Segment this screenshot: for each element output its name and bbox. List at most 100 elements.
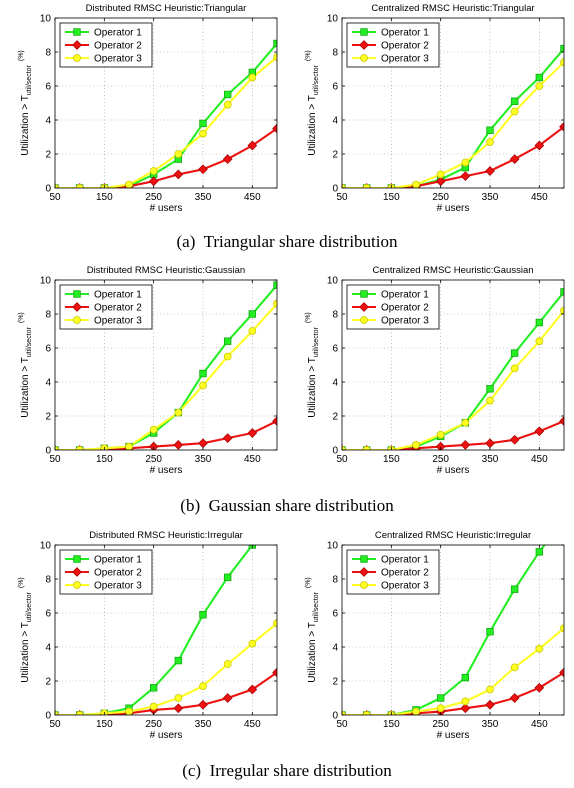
x-tick-label: 450 [531, 454, 548, 465]
y-tick-label: 10 [40, 276, 52, 287]
y-tick-label: 4 [332, 378, 338, 389]
y-axis-label: Utilization > Tutil/sector(%) [305, 577, 320, 683]
x-tick-label: 350 [482, 719, 499, 730]
y-axis-label-main: Utilization > T [20, 95, 31, 156]
y-tick-label: 0 [332, 184, 338, 195]
data-point-operator-1 [487, 628, 494, 635]
legend-label-operator-1: Operator 1 [381, 555, 429, 566]
y-tick-label: 10 [40, 541, 52, 552]
data-point-operator-3 [249, 74, 256, 81]
y-tick-label: 8 [332, 310, 338, 321]
x-tick-label: 150 [383, 719, 400, 730]
x-axis-label: # users [150, 465, 183, 476]
y-tick-label: 6 [45, 344, 51, 355]
data-point-operator-3 [150, 168, 157, 175]
legend-marker-operator-3 [74, 582, 81, 589]
legend: Operator 1 Operator 2 Operator 3 [347, 550, 439, 594]
y-axis-label-unit: (%) [18, 312, 25, 323]
y-tick-label: 0 [332, 711, 338, 722]
legend-label-operator-1: Operator 1 [94, 555, 142, 566]
legend-marker-operator-3 [361, 582, 368, 589]
y-axis-label-subscript: util/sector [26, 64, 33, 95]
data-point-operator-3 [224, 661, 231, 668]
y-axis-label: Utilization > Tutil/sector(%) [305, 312, 320, 418]
data-point-operator-1 [200, 370, 207, 377]
data-point-operator-1 [224, 574, 231, 581]
x-tick-label: 450 [531, 192, 548, 203]
chart-title: Distributed RMSC Heuristic:Irregular [89, 530, 243, 541]
data-point-operator-1 [224, 338, 231, 345]
data-point-operator-3 [150, 426, 157, 433]
data-point-operator-3 [511, 108, 518, 115]
data-point-operator-3 [224, 101, 231, 108]
data-point-operator-3 [150, 703, 157, 710]
y-tick-label: 0 [45, 711, 51, 722]
x-tick-label: 250 [145, 192, 162, 203]
y-tick-label: 4 [45, 643, 51, 654]
y-tick-label: 4 [332, 643, 338, 654]
chart-centralized-irregular: Centralized RMSC Heuristic:Irregular50 15… [287, 527, 574, 745]
y-axis-label-main: Utilization > T [20, 357, 31, 418]
x-tick-label: 450 [531, 719, 548, 730]
data-point-operator-3 [462, 698, 469, 705]
x-tick-label: 350 [482, 192, 499, 203]
data-point-operator-3 [126, 181, 133, 188]
y-tick-label: 2 [45, 677, 51, 688]
legend-label-operator-1: Operator 1 [94, 290, 142, 301]
x-axis-label: # users [150, 203, 183, 214]
y-tick-label: 10 [327, 276, 339, 287]
chart-centralized-triangular: Centralized RMSC Heuristic:Triangular50 1… [287, 0, 574, 218]
data-point-operator-1 [487, 386, 494, 393]
chart-centralized-gaussian: Centralized RMSC Heuristic:Gaussian50 150… [287, 262, 574, 480]
data-point-operator-3 [487, 686, 494, 693]
y-tick-label: 6 [332, 82, 338, 93]
legend-label-operator-3: Operator 3 [94, 54, 142, 65]
y-axis-label-subscript: util/sector [26, 326, 33, 357]
x-tick-label: 450 [244, 192, 261, 203]
legend-label-operator-2: Operator 2 [94, 41, 142, 52]
y-tick-label: 8 [332, 48, 338, 59]
data-point-operator-1 [249, 311, 256, 318]
x-tick-label: 250 [145, 454, 162, 465]
x-tick-label: 150 [96, 192, 113, 203]
data-point-operator-1 [511, 350, 518, 357]
caption-triangular: (a) Triangular share distribution [0, 232, 574, 252]
x-tick-label: 250 [432, 454, 449, 465]
x-tick-label: 350 [195, 454, 212, 465]
legend-marker-operator-3 [74, 317, 81, 324]
y-tick-label: 4 [45, 378, 51, 389]
data-point-operator-3 [437, 705, 444, 712]
y-axis-label: Utilization > Tutil/sector(%) [305, 50, 320, 156]
y-tick-label: 0 [45, 184, 51, 195]
x-tick-label: 150 [96, 454, 113, 465]
x-axis-label: # users [150, 730, 183, 741]
legend-label-operator-3: Operator 3 [381, 316, 429, 327]
y-axis-label-subscript: util/sector [313, 64, 320, 95]
legend-marker-operator-1 [74, 29, 81, 36]
data-point-operator-1 [536, 319, 543, 326]
legend-marker-operator-1 [361, 291, 368, 298]
chart-title: Distributed RMSC Heuristic:Triangular [86, 3, 247, 14]
data-point-operator-3 [536, 83, 543, 90]
chart-title: Distributed RMSC Heuristic:Gaussian [87, 265, 245, 276]
x-tick-label: 50 [49, 192, 61, 203]
data-point-operator-3 [462, 419, 469, 426]
data-point-operator-3 [487, 397, 494, 404]
data-point-operator-1 [200, 611, 207, 618]
y-tick-label: 6 [45, 609, 51, 620]
legend-label-operator-3: Operator 3 [381, 581, 429, 592]
y-tick-label: 6 [45, 82, 51, 93]
legend: Operator 1 Operator 2 Operator 3 [60, 550, 152, 594]
data-point-operator-1 [200, 120, 207, 127]
data-point-operator-1 [511, 98, 518, 105]
y-tick-label: 4 [332, 116, 338, 127]
data-point-operator-3 [224, 353, 231, 360]
data-point-operator-3 [462, 159, 469, 166]
y-tick-label: 2 [332, 677, 338, 688]
x-axis-label: # users [437, 465, 470, 476]
y-tick-label: 10 [327, 14, 339, 25]
data-point-operator-1 [437, 695, 444, 702]
x-tick-label: 150 [383, 454, 400, 465]
data-point-operator-3 [200, 130, 207, 137]
